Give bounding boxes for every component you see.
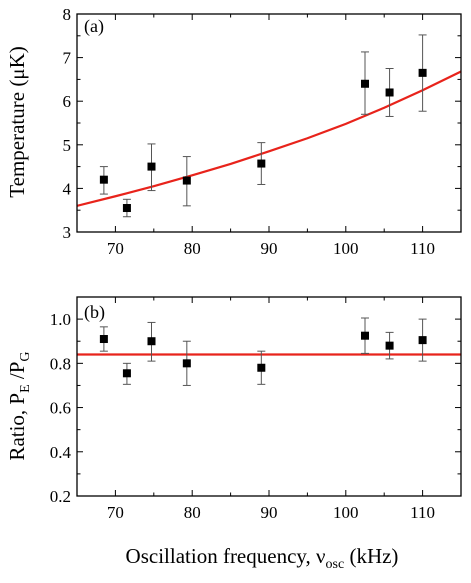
x-axis-title: Oscillation frequency, νosc (kHz) <box>126 544 399 572</box>
y-axis-title-a: Temperature (μK) <box>5 46 29 197</box>
data-point <box>182 359 191 368</box>
x-tick-label: 110 <box>410 239 435 258</box>
y-tick-label: 5 <box>63 136 72 155</box>
x-tick-label: 70 <box>107 503 124 522</box>
data-point <box>122 204 131 213</box>
data-point <box>361 331 369 340</box>
data-point <box>99 335 108 344</box>
plot-frame-b <box>76 296 462 497</box>
x-tick-label: 90 <box>261 503 278 522</box>
y-tick-label: 8 <box>63 5 72 24</box>
data-point <box>418 336 427 345</box>
panel-b-ratio-chart: (b) Ratio, PE /PG 70 80 90 100 110 0.2 0.4 0.6 0… <box>5 296 462 522</box>
data-point <box>385 88 394 97</box>
x-tick-label: 90 <box>261 239 278 258</box>
data-point <box>182 176 191 185</box>
data-point <box>147 337 156 346</box>
data-point <box>122 369 131 378</box>
data-point <box>257 159 266 168</box>
x-tick-label: 100 <box>333 239 359 258</box>
panel-label-b: (b) <box>84 302 105 323</box>
x-tick-label: 100 <box>333 503 359 522</box>
y-tick-label: 7 <box>63 49 72 68</box>
data-point <box>147 162 156 171</box>
plot-frame-a <box>76 13 462 233</box>
y-tick-label: 1.0 <box>50 310 71 329</box>
y-tick-label: 3 <box>63 223 72 242</box>
x-tick-label: 80 <box>184 503 201 522</box>
data-point <box>99 175 108 184</box>
y-tick-label: 0.6 <box>50 399 71 418</box>
data-point <box>385 341 394 350</box>
data-point <box>418 68 427 77</box>
panel-a-temperature-chart: (a) Temperature (μK) 70 80 90 100 110 3 4 5 6 7 8 <box>5 5 462 258</box>
data-point <box>257 363 266 372</box>
y-tick-label: 0.4 <box>50 443 72 462</box>
y-tick-label: 0.8 <box>50 354 71 373</box>
y-tick-label: 6 <box>63 92 72 111</box>
x-tick-label: 70 <box>107 239 124 258</box>
y-axis-title-b: Ratio, PE /PG <box>5 351 33 460</box>
data-point <box>361 79 369 88</box>
panel-label-a: (a) <box>84 16 104 37</box>
x-tick-label: 110 <box>410 503 435 522</box>
x-tick-label: 80 <box>184 239 201 258</box>
y-tick-label: 0.2 <box>50 487 71 506</box>
fit-line-a <box>77 70 461 207</box>
y-tick-label: 4 <box>63 179 72 198</box>
